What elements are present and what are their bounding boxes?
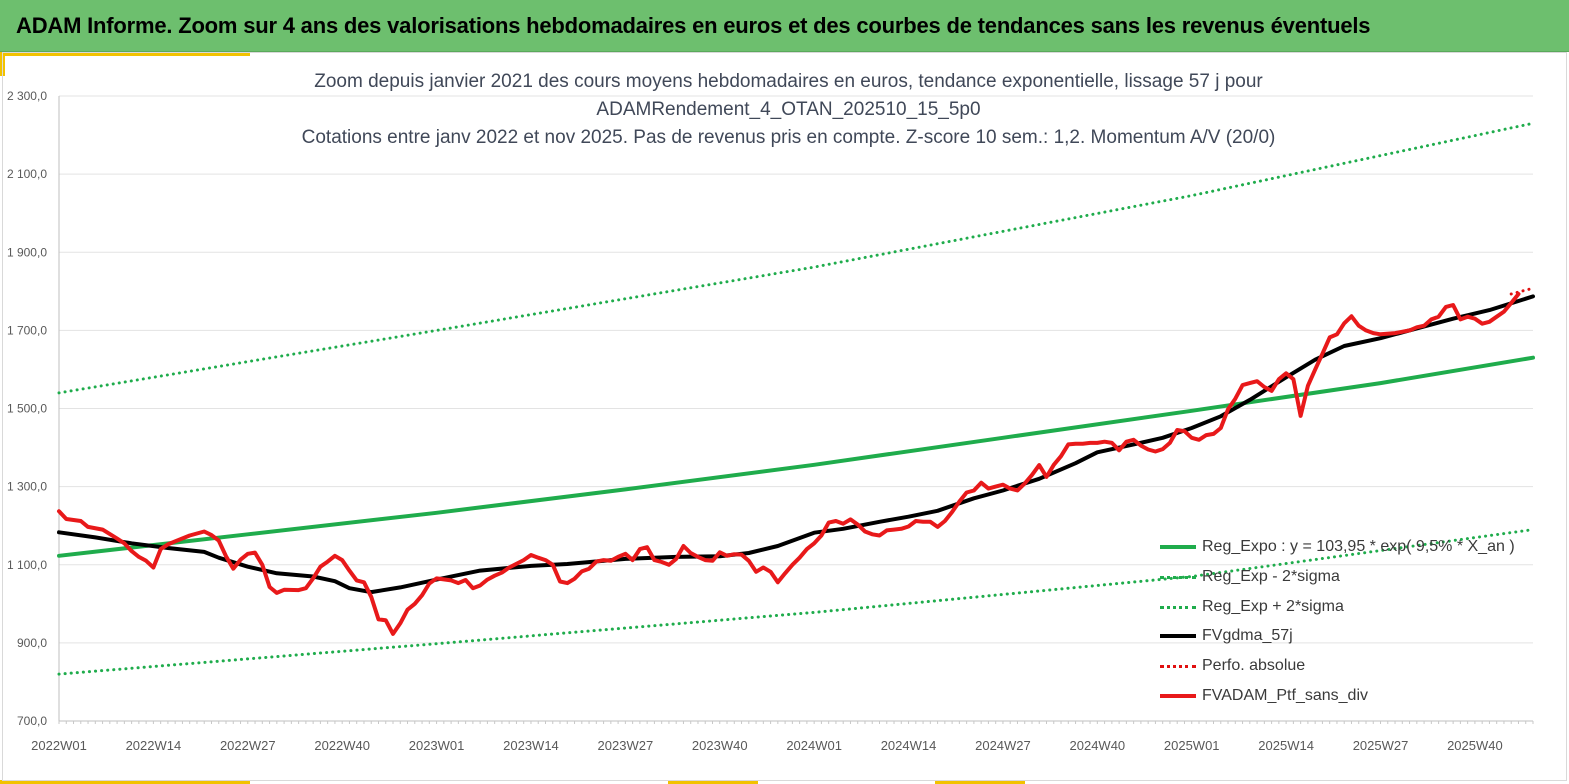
legend-label: Reg_Exp - 2*sigma [1202, 568, 1340, 585]
legend-item-fvgdma: FVgdma_57j [1160, 624, 1293, 648]
y-tick-label: 1 900,0 [7, 245, 47, 259]
x-tick-label: 2024W14 [881, 738, 937, 753]
legend-item-reg-expo: Reg_Expo : y = 103,95 * exp( 9,5% * X_an… [1160, 535, 1515, 559]
legend-swatch [1160, 605, 1196, 609]
x-tick-label: 2022W27 [220, 738, 276, 753]
chart-title-line-3: Cotations entre janv 2022 et nov 2025. P… [301, 127, 1276, 148]
y-tick-label: 1 500,0 [7, 402, 47, 416]
series-line-reg-expo-y-103-95-exp-9-5-x-an [57, 355, 1535, 558]
x-tick-label: 2024W27 [975, 738, 1031, 753]
legend-label: Reg_Expo : y = 103,95 * exp( 9,5% * X_an… [1202, 538, 1515, 555]
legend-item-reg-exp-plus-2sigma: Reg_Exp + 2*sigma [1160, 595, 1344, 619]
chart-frame [2, 52, 1567, 781]
legend-label: Reg_Exp + 2*sigma [1202, 598, 1344, 615]
y-tick-label: 700,0 [17, 714, 47, 728]
y-tick-label: 1 700,0 [7, 323, 47, 337]
legend-item-perfo-absolue: Perfo. absolue [1160, 654, 1305, 678]
y-tick-label: 2 100,0 [7, 167, 47, 181]
x-tick-label: 2022W40 [314, 738, 370, 753]
legend-item-fvadam: FVADAM_Ptf_sans_div [1160, 684, 1368, 708]
y-tick-label: 900,0 [17, 636, 47, 650]
x-tick-label: 2023W01 [409, 738, 465, 753]
gridlines [59, 95, 1533, 722]
series-line-perfo-absolue [1509, 286, 1535, 296]
x-tick-label: 2025W14 [1258, 738, 1314, 753]
chart-title-line-2: ADAMRendement_4_OTAN_202510_15_5p0 [596, 99, 981, 120]
series-line-reg-exp-2-sigma [57, 528, 1535, 676]
legend-swatch [1160, 575, 1196, 579]
axes: 700,0 900,0 1 100,0 1 300,0 1 500,0 1 700,0 1 … [7, 89, 1534, 753]
series-line-reg-exp-2-sigma [57, 121, 1535, 395]
y-tick-label: 1 300,0 [7, 480, 47, 494]
legend-label: Perfo. absolue [1202, 657, 1306, 674]
report-title: ADAM Informe. Zoom sur 4 ans des valoris… [16, 13, 1371, 38]
accent-bar-bottom [668, 780, 758, 784]
x-tick-label: 2024W40 [1070, 738, 1126, 753]
x-tick-label: 2023W14 [503, 738, 559, 753]
accent-bar-bottom [935, 780, 1025, 784]
x-tick-label: 2025W01 [1164, 738, 1220, 753]
x-tick-label: 2025W40 [1447, 738, 1503, 753]
chart-title-line-1: Zoom depuis janvier 2021 des cours moyen… [314, 71, 1263, 92]
legend-label: FVgdma_57j [1202, 627, 1293, 644]
x-tick-label: 2022W14 [126, 738, 182, 753]
y-tick-label: 2 300,0 [7, 89, 47, 103]
report-banner: ADAM Informe. Zoom sur 4 ans des valoris… [0, 0, 1569, 52]
series-lines [57, 121, 1535, 676]
series-line-fvadam-ptf-sans-div [57, 292, 1521, 636]
x-tick-label: 2025W27 [1353, 738, 1409, 753]
accent-bar-top [0, 52, 250, 56]
legend-swatch [1160, 545, 1196, 549]
x-tick-label: 2024W01 [786, 738, 842, 753]
legend-swatch [1160, 664, 1196, 668]
x-tick-label: 2022W01 [31, 738, 87, 753]
x-tick-label: 2023W27 [598, 738, 654, 753]
x-tick-label: 2023W40 [692, 738, 748, 753]
accent-bar-bottom [0, 780, 250, 784]
legend-swatch [1160, 694, 1196, 698]
legend-label: FVADAM_Ptf_sans_div [1202, 687, 1368, 704]
legend-swatch [1160, 634, 1196, 638]
y-tick-label: 1 100,0 [7, 558, 47, 572]
legend-item-reg-exp-minus-2sigma: Reg_Exp - 2*sigma [1160, 565, 1340, 589]
